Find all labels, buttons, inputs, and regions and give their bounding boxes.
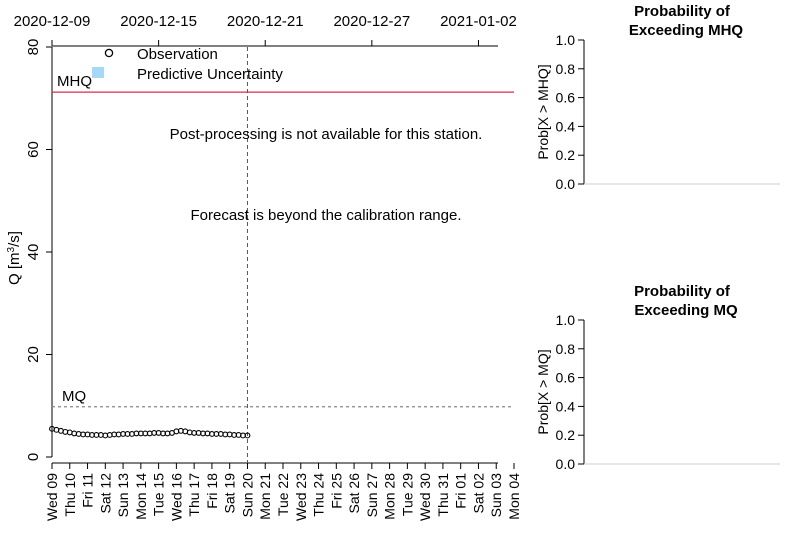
y-tick-label: 80 bbox=[25, 39, 42, 56]
day-tick-label: Sat 19 bbox=[222, 473, 238, 514]
probability-tick-label: 0.6 bbox=[556, 370, 576, 386]
legend-observation-marker bbox=[104, 48, 114, 58]
probability-mhq-ticks: 0.0 0.2 0.4 0.6 0.8 1.0 bbox=[556, 32, 584, 192]
probability-tick-label: 1.0 bbox=[556, 32, 576, 48]
day-tick-label: Thu 17 bbox=[186, 473, 202, 517]
day-tick-label: Sat 12 bbox=[97, 473, 113, 514]
day-tick-label: Tue 15 bbox=[151, 473, 167, 516]
probability-mhq-title-line-2: Exceeding MHQ bbox=[629, 22, 744, 39]
probability-tick-label: 0.4 bbox=[556, 398, 576, 414]
reference-label-mhq: MHQ bbox=[57, 73, 92, 90]
day-tick-label: Mon 04 bbox=[506, 473, 522, 520]
observation-point bbox=[244, 432, 251, 439]
day-tick-label: Sat 26 bbox=[346, 473, 362, 514]
day-tick-label: Mon 14 bbox=[133, 473, 149, 520]
probability-mq-title-line-1: Probability of bbox=[634, 283, 731, 300]
y-tick-label: 0 bbox=[25, 453, 42, 461]
day-tick-label: Tue 22 bbox=[275, 473, 291, 516]
annotation-post-processing: Post-processing is not available for thi… bbox=[170, 126, 483, 143]
day-tick-label: Mon 28 bbox=[382, 473, 398, 520]
y-tick-label: 40 bbox=[25, 244, 42, 261]
top-tick-label: 2021-01-02 bbox=[440, 13, 517, 30]
day-tick-label: Sat 02 bbox=[470, 473, 486, 514]
probability-tick-label: 0.8 bbox=[556, 61, 576, 77]
y-axis-ticks: 0 20 40 60 80 bbox=[25, 39, 52, 461]
day-ticks: Wed 09 Thu 10 Fri 11 Sat 12 Sun 13 Mon 14 Tue … bbox=[44, 463, 522, 521]
annotation-calibration-range: Forecast is beyond the calibration range… bbox=[191, 207, 462, 224]
probability-tick-label: 0.8 bbox=[556, 341, 576, 357]
day-tick-label: Thu 10 bbox=[62, 473, 78, 517]
day-tick-label: Thu 24 bbox=[311, 473, 327, 517]
probability-mhq-title-line-1: Probability of bbox=[634, 3, 731, 20]
reference-lines: MHQ MQ bbox=[52, 73, 514, 408]
day-tick-label: Wed 09 bbox=[44, 473, 60, 521]
legend-uncertainty-marker bbox=[92, 67, 104, 78]
day-tick-label: Mon 21 bbox=[257, 473, 273, 520]
probability-tick-label: 0.2 bbox=[556, 427, 576, 443]
probability-tick-label: 0.4 bbox=[556, 118, 576, 134]
legend: Observation Predictive Uncertainty bbox=[92, 46, 283, 83]
day-tick-label: Fri 18 bbox=[204, 473, 220, 509]
probability-tick-label: 1.0 bbox=[556, 312, 576, 328]
day-tick-label: Fri 01 bbox=[453, 473, 469, 509]
day-tick-label: Sun 13 bbox=[115, 473, 131, 518]
legend-uncertainty-label: Predictive Uncertainty bbox=[137, 66, 283, 83]
probability-mhq-chart: Probability of Exceeding MHQ 0.00.20.40.… bbox=[535, 3, 780, 192]
day-tick-label: Fri 11 bbox=[80, 473, 96, 508]
reference-label-mq: MQ bbox=[62, 388, 86, 405]
day-tick-label: Wed 23 bbox=[293, 473, 309, 521]
probability-mhq-y-label: Prob[X > MHQ] bbox=[535, 64, 551, 159]
day-tick-label: Wed 16 bbox=[168, 473, 184, 521]
probability-mq-ticks: 0.0 0.2 0.4 0.6 0.8 1.0 bbox=[556, 312, 584, 472]
day-tick-label: Fri 25 bbox=[328, 473, 344, 509]
probability-tick-label: 0.2 bbox=[556, 147, 576, 163]
top-tick-label: 2020-12-27 bbox=[333, 13, 410, 30]
probability-tick-label: 0.0 bbox=[556, 456, 576, 472]
top-tick-label: 2020-12-21 bbox=[227, 13, 304, 30]
discharge-forecast-chart: 0 20 40 60 80 2020-12-09 2020-12-15 2020-12-21… bbox=[6, 13, 523, 521]
day-tick-label: Tue 29 bbox=[399, 473, 415, 516]
top-tick-label: 2020-12-15 bbox=[120, 13, 197, 30]
legend-observation-label: Observation bbox=[137, 46, 218, 63]
probability-mq-chart: Probability of Exceeding MQ 0.0 0.2 0.4 0.6… bbox=[535, 283, 780, 472]
probability-tick-label: 0.6 bbox=[556, 90, 576, 106]
probability-mq-y-label: Prob[X > MQ] bbox=[535, 349, 551, 434]
day-tick-label: Sun 20 bbox=[239, 473, 255, 518]
day-tick-label: Thu 31 bbox=[435, 473, 451, 517]
day-tick-label: Sun 27 bbox=[364, 473, 380, 518]
y-axis-label: Q [m3/s] bbox=[6, 231, 24, 285]
observation-series bbox=[49, 425, 251, 439]
day-tick-label: Wed 30 bbox=[417, 473, 433, 521]
y-tick-label: 60 bbox=[25, 141, 42, 158]
probability-mq-title-line-2: Exceeding MQ bbox=[634, 302, 738, 319]
day-tick-label: Sun 03 bbox=[488, 473, 504, 518]
y-tick-label: 20 bbox=[25, 346, 42, 363]
top-tick-label: 2020-12-09 bbox=[14, 13, 91, 30]
top-date-ticks: 2020-12-09 2020-12-15 2020-12-21 2020-12-27… bbox=[14, 13, 517, 46]
probability-tick-label: 0.0 bbox=[556, 176, 576, 192]
